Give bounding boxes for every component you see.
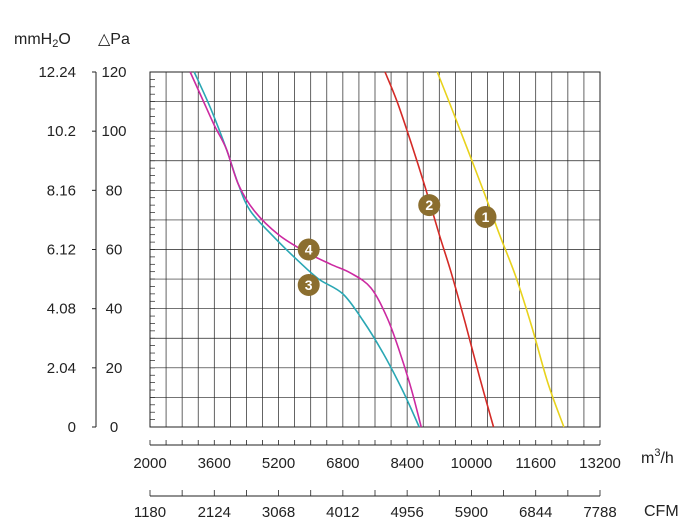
y-tick-label-pa: 80 — [106, 182, 123, 199]
x-tick-label-cfm: 1180 — [134, 504, 166, 521]
y-tick-label-mmh2o: 6.12 — [47, 242, 76, 259]
x-tick-label-m3h: 13200 — [579, 455, 621, 472]
y-tick-label-pa: 20 — [106, 360, 123, 377]
series-badge-3 — [297, 274, 320, 296]
series-badge-label: 2 — [425, 197, 433, 213]
series-badge-4 — [297, 238, 320, 261]
x-tick-label-cfm: 4956 — [390, 504, 423, 521]
x-tick-label-m3h: 11600 — [515, 455, 556, 472]
series-line-2 — [384, 71, 495, 428]
y-tick-label-pa: 60 — [106, 242, 123, 259]
x-tick-label-cfm: 3068 — [262, 504, 295, 521]
x-tick-label-cfm: 2124 — [198, 504, 231, 521]
x-tick-label-cfm: 7788 — [583, 504, 616, 521]
x-tick-label-cfm: 5900 — [455, 504, 488, 521]
series-badge-1 — [474, 205, 497, 228]
unit-cfm-label: CFM — [644, 503, 679, 520]
minor-grid — [149, 71, 601, 428]
x-tick-label-m3h: 6800 — [326, 455, 359, 472]
tick-labels: 0 20 40 60 80 100 120 0 2.04 4.08 6.12 8.16 10.2 12.2… — [38, 64, 620, 521]
x-tick-label-m3h: 5200 — [262, 455, 295, 472]
x-tick-label-cfm: 6844 — [519, 504, 552, 521]
unit-m3h-label: m3/h — [641, 447, 674, 467]
x-tick-label-m3h: 3600 — [198, 455, 231, 472]
series-badge-label: 4 — [305, 242, 313, 258]
y-tick-label-mmh2o: 12.24 — [38, 64, 76, 81]
y-tick-label-pa: 120 — [101, 64, 126, 81]
series-badge-2 — [418, 194, 441, 217]
x-tick-label-m3h: 10000 — [451, 455, 493, 472]
axis-tick-marks — [92, 71, 601, 497]
x-tick-label-m3h: 2000 — [133, 455, 166, 472]
y-tick-label-mmh2o: 0 — [68, 419, 76, 436]
y-tick-label-pa: 0 — [110, 419, 118, 436]
series-badge-label: 1 — [482, 209, 490, 225]
unit-mmh2o-label: mmH2O — [14, 31, 71, 50]
x-tick-label-m3h: 8400 — [390, 455, 423, 472]
series-line-1 — [436, 71, 565, 428]
series-badge-label: 3 — [305, 277, 313, 293]
x-tick-label-cfm: 4012 — [326, 504, 359, 521]
y-tick-label-pa: 100 — [101, 123, 126, 140]
y-tick-label-mmh2o: 10.2 — [47, 123, 76, 140]
y-tick-label-mmh2o: 4.08 — [47, 301, 76, 318]
y-tick-label-pa: 40 — [106, 301, 123, 318]
series-layer: 1 2 3 4 — [189, 71, 565, 428]
y-tick-label-mmh2o: 2.04 — [47, 360, 76, 377]
y-tick-label-mmh2o: 8.16 — [47, 182, 76, 199]
unit-pa-label: △Pa — [98, 31, 130, 48]
